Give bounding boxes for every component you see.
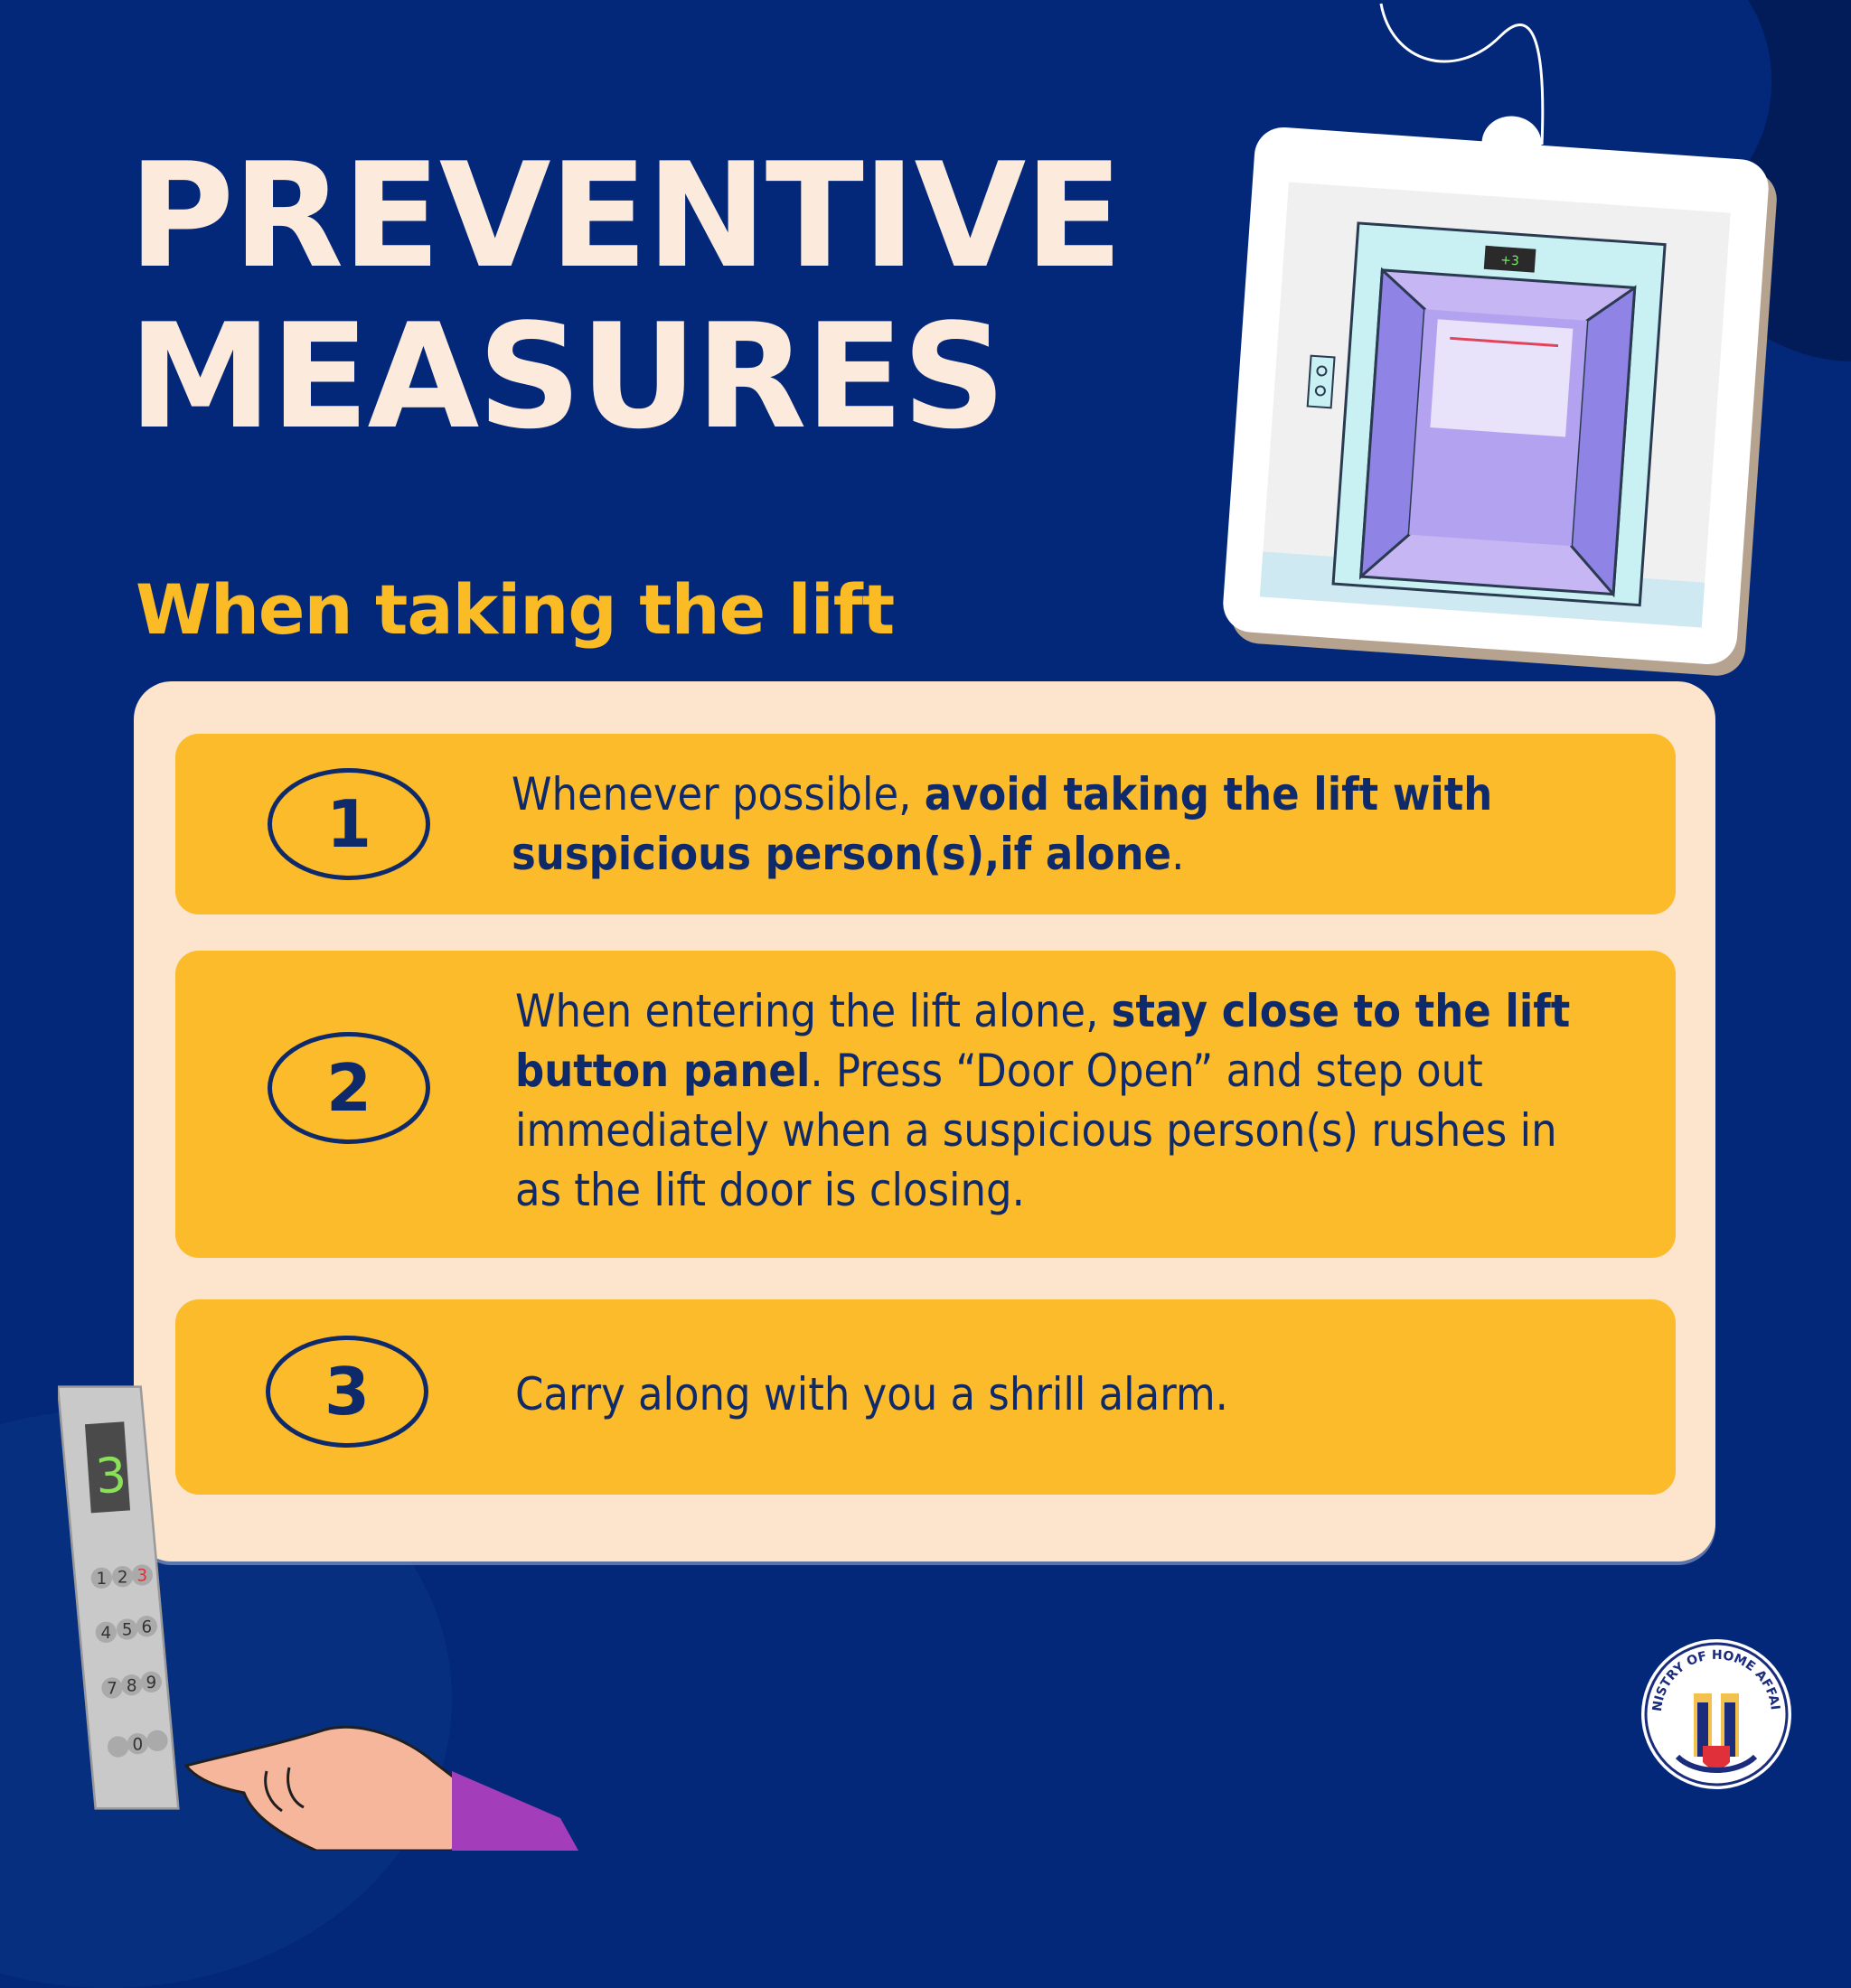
page-title: PREVENTIVE MEASURES [128,131,1123,461]
step-card-2: 2 When entering the lift alone, stay clo… [175,951,1676,1258]
step-number-1: 1 [268,768,430,880]
step-card-1: 1 Whenever possible, avoid taking the li… [175,734,1676,914]
keypad-key: 7 [107,1680,117,1699]
lift-illustration-card: +3 [1221,114,1771,667]
lift-floor-display: +3 [1500,253,1520,268]
step-number-3: 3 [266,1336,428,1448]
step-1-text-part: . [1171,828,1185,880]
step-1-text-bold: avoid taking the lift with suspicious pe… [512,768,1493,880]
keypad-key: 1 [96,1570,107,1589]
lift-illustration: +3 [1259,182,1731,628]
measures-panel: 1 Whenever possible, avoid taking the li… [134,681,1715,1561]
keypad-key: 3 [136,1567,147,1586]
step-text-1: Whenever possible, avoid taking the lift… [512,764,1585,884]
section-subtitle: When taking the lift [136,569,895,650]
title-line-2: MEASURES [128,292,1006,461]
step-text-2: When entering the lift alone, stay close… [515,981,1585,1220]
title-line-1: PREVENTIVE [128,131,1123,300]
keypad-key: 2 [117,1568,128,1587]
keypad-key: 6 [141,1618,152,1636]
lift-hanging-string [1379,3,1545,145]
step-card-3: 3 Carry along with you a shrill alarm. [175,1299,1676,1495]
step-text-3: Carry along with you a shrill alarm. [515,1364,1585,1424]
step-2-text-part: . Press “Door Open” and step out immedia… [515,1045,1557,1216]
keypad-key: 0 [132,1735,143,1754]
keypad-display-floor: 3 [94,1446,128,1505]
step-1-text-part: Whenever possible, [512,768,925,821]
step-2-text-part: When entering the lift alone, [515,985,1112,1037]
keypad-key: 9 [146,1674,156,1693]
keypad-key: 4 [100,1624,111,1643]
ministry-logo: MINISTRY OF HOME AFFAIRS [1635,1628,1791,1789]
ministry-emblem: MINISTRY OF HOME AFFAIRS [1635,1628,1789,1786]
keypad-key: 8 [127,1676,137,1695]
pointing-hand-illustration [183,1725,578,1851]
step-number-2: 2 [268,1032,430,1144]
keypad-key: 5 [122,1621,133,1640]
step-2-text-bold: stay close to the lift button panel [515,985,1571,1097]
step-3-text-part: Carry along with you a shrill alarm. [515,1368,1228,1421]
lift-keypad-illustration: 3 1 2 3 4 5 6 7 8 9 0 [58,1385,180,1810]
